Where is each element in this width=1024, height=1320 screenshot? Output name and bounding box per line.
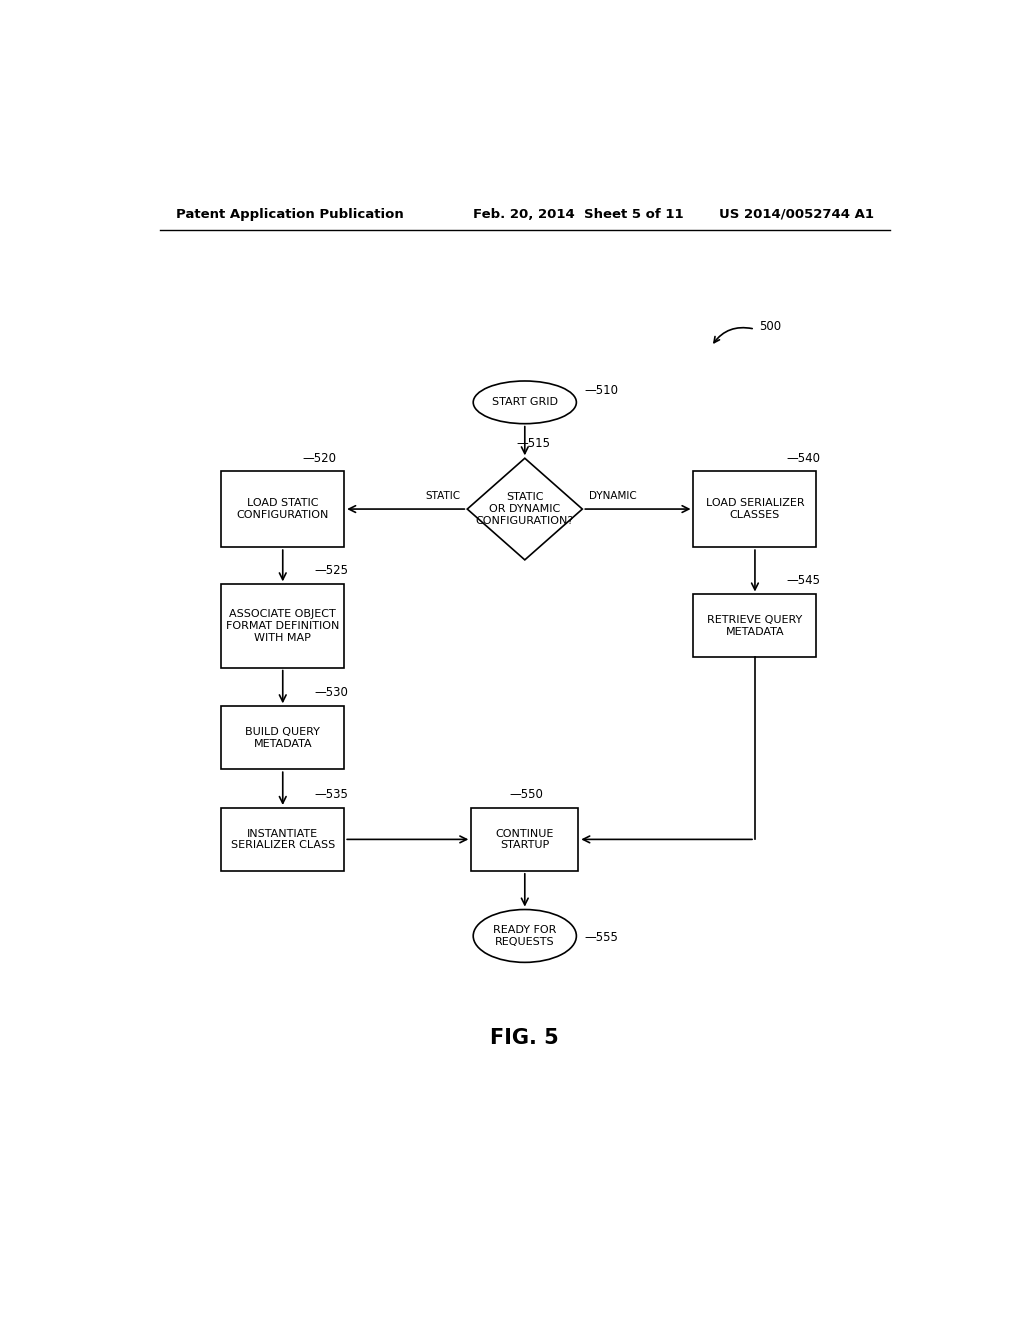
Bar (221, 808, 344, 871)
Text: —555: —555 (585, 931, 618, 944)
Text: 500: 500 (759, 319, 781, 333)
Text: —540: —540 (786, 453, 820, 466)
Text: FIG. 5: FIG. 5 (490, 1027, 559, 1048)
Text: LOAD STATIC
CONFIGURATION: LOAD STATIC CONFIGURATION (237, 498, 329, 520)
Text: —550: —550 (509, 788, 543, 801)
Text: —515: —515 (517, 437, 551, 450)
Text: INSTANTIATE
SERIALIZER CLASS: INSTANTIATE SERIALIZER CLASS (230, 829, 335, 850)
Text: —525: —525 (314, 564, 348, 577)
Text: BUILD QUERY
METADATA: BUILD QUERY METADATA (246, 727, 321, 748)
Bar (693, 594, 816, 657)
Bar (221, 471, 344, 548)
Text: STATIC
OR DYNAMIC
CONFIGURATION?: STATIC OR DYNAMIC CONFIGURATION? (476, 492, 573, 525)
Bar (471, 808, 579, 871)
Text: Patent Application Publication: Patent Application Publication (176, 207, 403, 220)
Text: READY FOR
REQUESTS: READY FOR REQUESTS (494, 925, 556, 946)
Text: —535: —535 (314, 788, 348, 801)
Text: US 2014/0052744 A1: US 2014/0052744 A1 (719, 207, 873, 220)
Text: —520: —520 (303, 453, 337, 466)
Bar (221, 706, 344, 770)
Text: LOAD SERIALIZER
CLASSES: LOAD SERIALIZER CLASSES (706, 498, 804, 520)
Text: ASSOCIATE OBJECT
FORMAT DEFINITION
WITH MAP: ASSOCIATE OBJECT FORMAT DEFINITION WITH … (226, 610, 339, 643)
Bar (693, 471, 816, 548)
Text: DYNAMIC: DYNAMIC (589, 491, 637, 500)
Bar (221, 585, 344, 668)
Text: —545: —545 (786, 574, 820, 587)
Text: STATIC: STATIC (426, 491, 461, 500)
Text: —510: —510 (585, 384, 618, 397)
Text: Feb. 20, 2014  Sheet 5 of 11: Feb. 20, 2014 Sheet 5 of 11 (473, 207, 684, 220)
Text: RETRIEVE QUERY
METADATA: RETRIEVE QUERY METADATA (708, 615, 803, 636)
Text: CONTINUE
STARTUP: CONTINUE STARTUP (496, 829, 554, 850)
Text: —530: —530 (314, 686, 348, 700)
Text: START GRID: START GRID (492, 397, 558, 408)
